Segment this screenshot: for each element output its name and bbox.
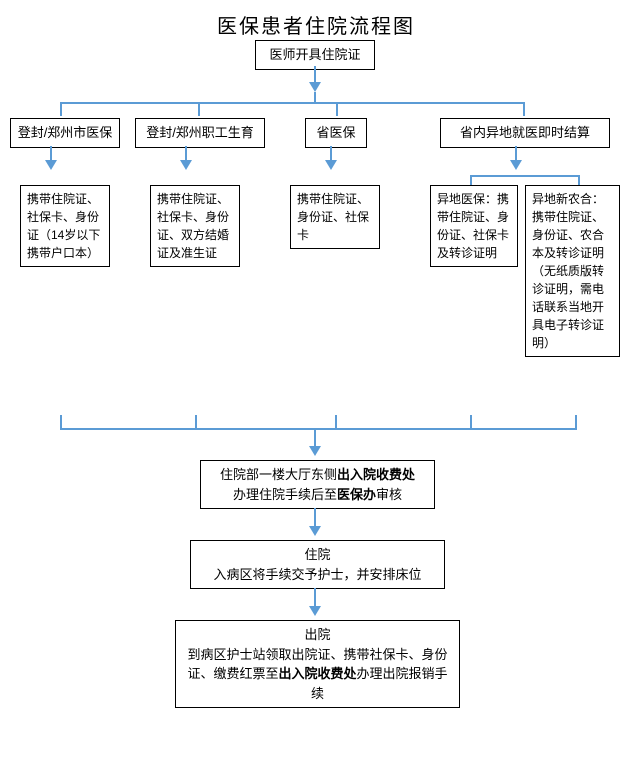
text: 住院部一楼大厅东侧 [220,467,337,482]
arrow [309,446,321,456]
arrow [180,160,192,170]
connector [314,92,316,102]
node-cat3: 省医保 [305,118,367,148]
text-bold: 出入院收费处 [337,467,415,482]
page-title: 医保患者住院流程图 [0,10,632,39]
connector [314,428,316,448]
connector [314,508,316,528]
text: 出院 [304,627,330,642]
arrow [325,160,337,170]
connector [575,415,577,429]
text: 办理住院手续后至 [233,487,337,502]
node-doc4a: 异地医保：携带住院证、身份证、社保卡及转诊证明 [430,185,518,267]
connector [470,415,472,429]
connector [578,175,580,185]
node-discharge: 出院 到病区护士站领取出院证、携带社保卡、身份证、缴费红票至出入院收费处办理出院… [175,620,460,708]
arrow [510,160,522,170]
node-cat1: 登封/郑州市医保 [10,118,120,148]
arrow [309,526,321,536]
text: 入病区将手续交予护士，并安排床位 [213,567,421,582]
text: 住院 [304,547,330,562]
arrow [309,606,321,616]
node-cat2: 登封/郑州职工生育 [135,118,265,148]
connector [523,102,525,116]
connector [470,175,580,177]
node-cat4: 省内异地就医即时结算 [440,118,610,148]
node-doc4b: 异地新农合：携带住院证、身份证、农合本及转诊证明（无纸质版转诊证明，需电话联系当… [525,185,620,357]
arrow [309,82,321,92]
node-admit: 住院 入病区将手续交予护士，并安排床位 [190,540,445,589]
connector [195,415,197,429]
connector [60,415,62,429]
node-doc2: 携带住院证、社保卡、身份证、双方结婚证及准生证 [150,185,240,267]
connector [336,102,338,116]
node-doc1: 携带住院证、社保卡、身份证（14岁以下携带户口本） [20,185,110,267]
connector [60,428,577,430]
connector [335,415,337,429]
connector [198,102,200,116]
text-bold: 出入院收费处 [278,666,356,681]
arrow [45,160,57,170]
connector [60,102,62,116]
node-office: 住院部一楼大厅东侧出入院收费处 办理住院手续后至医保办审核 [200,460,435,509]
node-doc3: 携带住院证、身份证、社保卡 [290,185,380,249]
connector [60,102,525,104]
connector [314,588,316,608]
text: 审核 [376,487,402,502]
connector [470,175,472,185]
text-bold: 医保办 [337,487,376,502]
